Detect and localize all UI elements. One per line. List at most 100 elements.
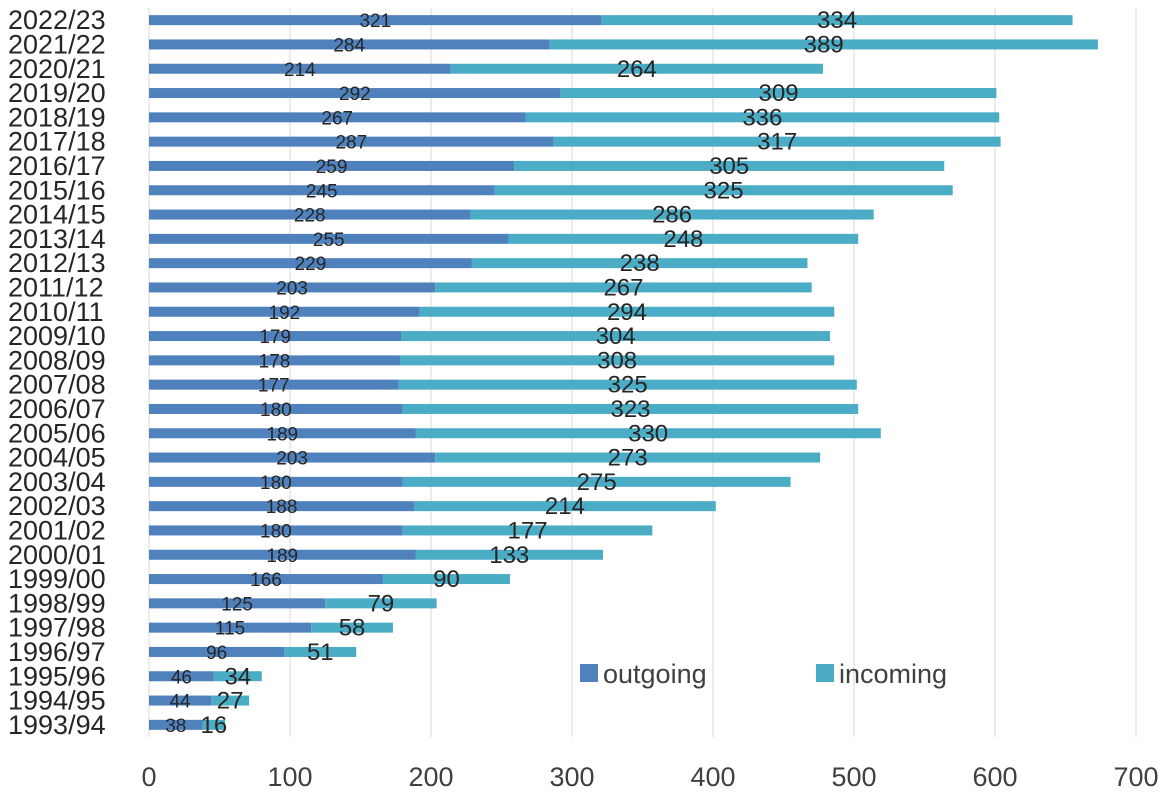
x-tick-label: 200 (408, 762, 453, 792)
bar-outgoing (149, 695, 212, 706)
data-label-outgoing: 180 (260, 473, 292, 494)
bar-outgoing (149, 88, 561, 99)
data-label-incoming: 177 (508, 517, 548, 544)
data-label-outgoing: 166 (250, 570, 282, 591)
data-label-incoming: 214 (545, 493, 585, 520)
bar-outgoing (149, 258, 472, 269)
bar-incoming (471, 258, 808, 269)
data-label-incoming: 336 (742, 104, 782, 131)
data-labels: 321 334 284 389 214 264 292 309 267 336 287 317 259 3… (165, 7, 857, 739)
bar-outgoing (149, 15, 602, 26)
data-label-outgoing: 214 (284, 60, 316, 81)
data-label-outgoing: 96 (206, 643, 227, 664)
data-label-outgoing: 44 (169, 692, 191, 713)
x-tick-label: 700 (1113, 762, 1158, 792)
bar-incoming (398, 379, 857, 390)
bar-incoming (402, 525, 653, 536)
bar-outgoing (149, 306, 420, 317)
data-label-outgoing: 125 (221, 594, 253, 615)
category-label: 2006/07 (8, 394, 106, 424)
category-label: 2011/12 (8, 272, 104, 302)
data-label-incoming: 330 (628, 420, 668, 447)
x-axis-tick-labels: 0 100 200 300 400 500 600 700 (141, 762, 1158, 792)
bar-incoming (402, 403, 859, 414)
data-label-outgoing: 188 (266, 497, 298, 518)
category-label: 1997/98 (8, 613, 106, 643)
data-label-outgoing: 189 (266, 546, 298, 567)
data-label-incoming: 309 (759, 80, 799, 107)
category-label: 1994/95 (8, 686, 106, 716)
bar-incoming (415, 428, 881, 439)
category-label: 2020/21 (8, 54, 106, 84)
legend-swatch-outgoing (580, 664, 598, 682)
bar-outgoing (149, 185, 495, 196)
data-label-incoming: 248 (663, 226, 703, 253)
x-tick-label: 100 (267, 762, 312, 792)
data-label-incoming: 264 (617, 56, 657, 83)
bars (149, 15, 1098, 730)
category-label: 2002/03 (8, 491, 106, 521)
data-label-incoming: 90 (433, 566, 460, 593)
category-labels: 2022/232021/222020/212019/202018/192017/… (8, 5, 106, 740)
bar-outgoing (149, 233, 509, 244)
data-label-outgoing: 321 (359, 11, 391, 32)
data-label-incoming: 308 (597, 347, 637, 374)
category-label: 2016/17 (8, 151, 106, 181)
bar-outgoing (149, 525, 403, 536)
category-label: 2007/08 (8, 370, 106, 400)
bar-outgoing (149, 112, 526, 123)
data-label-outgoing: 180 (260, 400, 292, 421)
data-label-incoming: 323 (610, 396, 650, 423)
bar-outgoing (149, 501, 415, 512)
bar-incoming (213, 671, 262, 682)
x-tick-label: 600 (972, 762, 1017, 792)
data-label-incoming: 304 (596, 323, 636, 350)
data-label-outgoing: 189 (266, 424, 298, 445)
x-tick-label: 300 (549, 762, 594, 792)
category-label: 2009/10 (8, 321, 106, 351)
bar-outgoing (149, 574, 384, 585)
bar-incoming (399, 355, 835, 366)
bar-incoming (383, 574, 510, 585)
data-label-incoming: 273 (608, 445, 648, 472)
category-label: 2013/14 (8, 224, 106, 254)
bar-outgoing (149, 160, 515, 171)
category-label: 1993/94 (8, 710, 106, 740)
bar-incoming (414, 501, 716, 512)
bar-incoming (508, 233, 859, 244)
bar-outgoing (149, 549, 416, 560)
data-label-outgoing: 267 (321, 108, 353, 129)
data-label-incoming: 294 (607, 299, 647, 326)
bar-outgoing (149, 719, 203, 730)
bar-outgoing (149, 598, 326, 609)
bar-incoming (601, 15, 1073, 26)
data-label-outgoing: 259 (316, 157, 348, 178)
bar-outgoing (149, 428, 416, 439)
bar-outgoing (149, 403, 403, 414)
data-label-outgoing: 228 (294, 206, 326, 227)
category-label: 2015/16 (8, 175, 106, 205)
bar-incoming (311, 622, 393, 633)
category-label: 2018/19 (8, 102, 106, 132)
legend-label-incoming: incoming (839, 659, 947, 689)
bar-incoming (514, 160, 945, 171)
bar-outgoing (149, 331, 402, 342)
bar-incoming (419, 306, 835, 317)
data-label-incoming: 275 (577, 469, 617, 496)
data-label-incoming: 317 (757, 129, 797, 156)
data-label-outgoing: 255 (313, 230, 345, 251)
data-label-incoming: 325 (704, 177, 744, 204)
bar-outgoing (149, 452, 436, 463)
x-tick-label: 500 (831, 762, 876, 792)
bar-incoming (202, 719, 226, 730)
bar-outgoing (149, 282, 436, 293)
bar-outgoing (149, 63, 451, 74)
data-label-outgoing: 115 (215, 619, 245, 640)
category-label: 2000/01 (8, 540, 106, 570)
legend: outgoing incoming (580, 659, 947, 689)
legend-label-outgoing: outgoing (603, 659, 707, 689)
bar-outgoing (149, 39, 550, 50)
bar-outgoing (149, 136, 554, 147)
data-label-incoming: 133 (489, 542, 529, 569)
